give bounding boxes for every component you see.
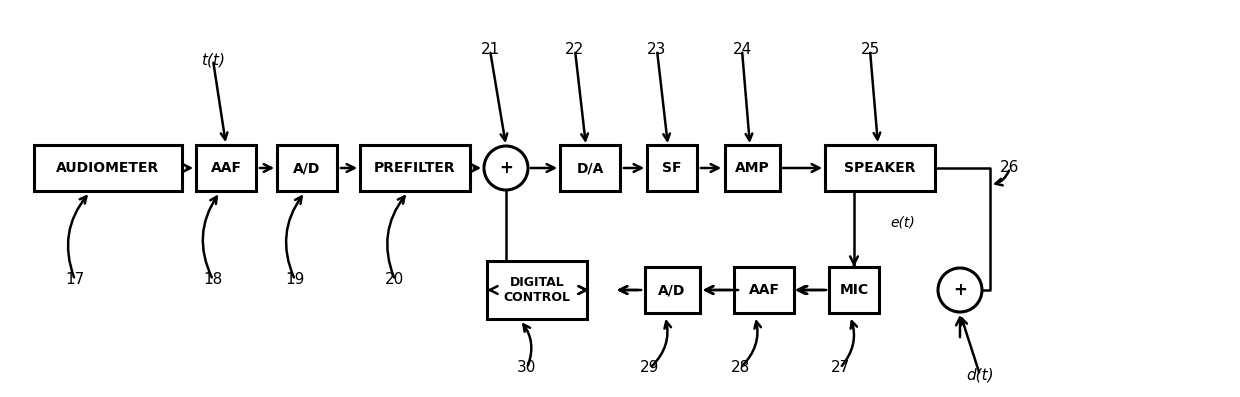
Text: 22: 22 [565,42,584,58]
Text: AAF: AAF [749,283,780,297]
Bar [734,267,794,313]
Text: DIGITAL
CONTROL: DIGITAL CONTROL [503,276,570,304]
Text: 19: 19 [285,272,305,287]
Text: SPEAKER: SPEAKER [844,161,916,175]
Text: 28: 28 [730,360,750,376]
Text: SF: SF [662,161,682,175]
Text: +: + [498,159,513,177]
Text: D/A: D/A [577,161,604,175]
Text: 21: 21 [480,42,500,58]
Text: 20: 20 [386,272,404,287]
Text: 17: 17 [66,272,84,287]
Bar [724,145,780,191]
Bar [645,267,699,313]
Bar [647,145,697,191]
Bar [830,267,879,313]
Bar [560,145,620,191]
Bar [277,145,337,191]
Text: +: + [954,281,967,299]
Bar [487,261,587,319]
Text: AAF: AAF [211,161,242,175]
Text: 29: 29 [640,360,660,376]
Text: 30: 30 [517,360,537,376]
Text: 18: 18 [203,272,223,287]
Text: MIC: MIC [839,283,868,297]
Text: 24: 24 [733,42,751,58]
Text: t(t): t(t) [201,52,224,67]
Text: AMP: AMP [734,161,769,175]
Text: e(t): e(t) [890,215,915,229]
Bar [825,145,935,191]
Bar [196,145,255,191]
Text: AUDIOMETER: AUDIOMETER [56,161,160,175]
Text: 23: 23 [647,42,667,58]
Bar [360,145,470,191]
Text: A/D: A/D [294,161,321,175]
Text: 26: 26 [1001,160,1019,175]
Bar [33,145,182,191]
Text: PREFILTER: PREFILTER [374,161,456,175]
Text: d(t): d(t) [966,368,993,382]
Circle shape [937,268,982,312]
Text: 25: 25 [861,42,879,58]
Text: A/D: A/D [658,283,686,297]
Text: 27: 27 [831,360,849,376]
Circle shape [484,146,528,190]
